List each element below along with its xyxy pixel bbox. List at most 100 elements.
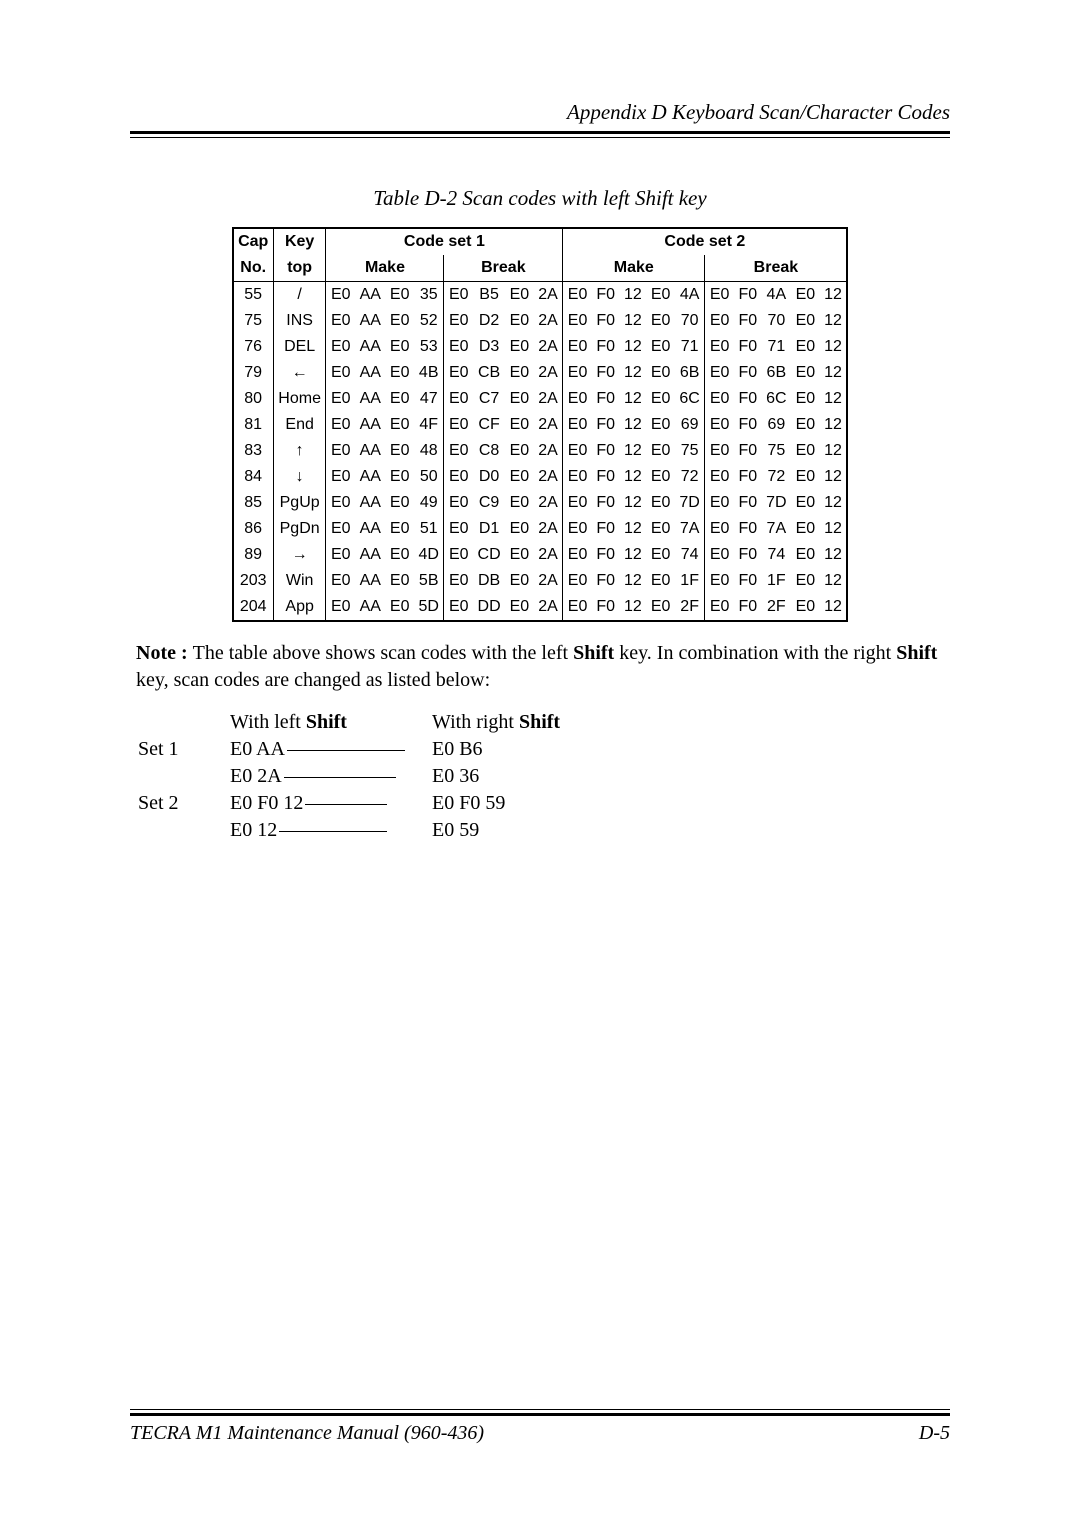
- table-cell: E0: [505, 282, 534, 309]
- table-cell: F0: [734, 542, 762, 568]
- table-cell: AA: [355, 516, 385, 542]
- table-cell: 4A: [762, 282, 791, 309]
- table-cell: E0: [326, 308, 355, 334]
- shift-set-label: [138, 764, 228, 789]
- table-cell: 35: [414, 282, 444, 309]
- table-cell: F0: [592, 282, 620, 309]
- table-cell: 51: [414, 516, 444, 542]
- table-cell: 2A: [534, 516, 563, 542]
- table-cell: 12: [620, 438, 647, 464]
- table-cell: 12: [820, 308, 848, 334]
- table-cell: 2A: [534, 594, 563, 621]
- table-cell: E0: [791, 412, 820, 438]
- table-cell: 69: [675, 412, 705, 438]
- table-cell: E0: [326, 282, 355, 309]
- table-cell: E0: [646, 386, 675, 412]
- table-cell: B5: [473, 282, 505, 309]
- table-cell: F0: [592, 594, 620, 621]
- shift-comparison-table: With left Shift With right Shift Set 1E0…: [136, 708, 568, 845]
- table-cell: →: [273, 542, 326, 568]
- table-cell: 12: [820, 568, 848, 594]
- shift-left-code: E0 F0 12: [230, 791, 430, 816]
- footer-left: TECRA M1 Maintenance Manual (960-436): [130, 1422, 484, 1445]
- table-cell: E0: [385, 594, 414, 621]
- note-label: Note :: [136, 642, 193, 664]
- table-cell: E0: [646, 360, 675, 386]
- table-cell: INS: [273, 308, 326, 334]
- table-cell: 72: [762, 464, 791, 490]
- table-cell: E0: [326, 568, 355, 594]
- table-cell: AA: [355, 568, 385, 594]
- table-cell: E0: [705, 490, 734, 516]
- note-text-2: key. In combination with the right: [614, 642, 896, 664]
- table-cell: AA: [355, 412, 385, 438]
- appendix-title: Appendix D Keyboard Scan/Character Codes: [130, 100, 950, 125]
- table-cell: 5D: [414, 594, 444, 621]
- table-cell: E0: [385, 360, 414, 386]
- table-cell: 79: [233, 360, 274, 386]
- table-cell: 4F: [414, 412, 444, 438]
- table-cell: F0: [734, 516, 762, 542]
- table-cell: E0: [705, 438, 734, 464]
- shift-set-label: [138, 818, 228, 843]
- table-cell: 5B: [414, 568, 444, 594]
- table-cell: 12: [620, 568, 647, 594]
- table-cell: D0: [473, 464, 505, 490]
- table-cell: 2F: [762, 594, 791, 621]
- table-cell: E0: [444, 568, 473, 594]
- table-cell: 12: [620, 464, 647, 490]
- table-cell: 52: [414, 308, 444, 334]
- table-cell: F0: [734, 308, 762, 334]
- table-cell: 89: [233, 542, 274, 568]
- note-text-3: key, scan codes are changed as listed be…: [136, 669, 490, 691]
- table-cell: E0: [385, 334, 414, 360]
- table-cell: E0: [563, 568, 592, 594]
- table-cell: E0: [563, 386, 592, 412]
- table-cell: 47: [414, 386, 444, 412]
- table-cell: E0: [705, 360, 734, 386]
- table-cell: 75: [675, 438, 705, 464]
- table-cell: 2A: [534, 412, 563, 438]
- note-text-1: The table above shows scan codes with th…: [193, 642, 573, 664]
- shift-col-right-header: With right Shift: [432, 710, 566, 735]
- table-cell: E0: [563, 542, 592, 568]
- table-cell: E0: [646, 490, 675, 516]
- note-shift-1: Shift: [573, 642, 614, 664]
- table-cell: E0: [444, 282, 473, 309]
- table-cell: 2A: [534, 542, 563, 568]
- table-cell: E0: [705, 542, 734, 568]
- table-cell: E0: [791, 334, 820, 360]
- note-paragraph: Note : The table above shows scan codes …: [136, 640, 944, 694]
- table-cell: E0: [563, 490, 592, 516]
- table-cell: 70: [675, 308, 705, 334]
- th-key: Key: [273, 228, 326, 255]
- table-cell: E0: [791, 568, 820, 594]
- table-cell: ↓: [273, 464, 326, 490]
- table-cell: E0: [791, 464, 820, 490]
- table-cell: E0: [385, 282, 414, 309]
- table-cell: 69: [762, 412, 791, 438]
- table-cell: 75: [762, 438, 791, 464]
- shift-col-left-header: With left Shift: [230, 710, 430, 735]
- table-cell: E0: [791, 386, 820, 412]
- table-cell: E0: [791, 516, 820, 542]
- table-cell: 1F: [675, 568, 705, 594]
- table-cell: E0: [563, 516, 592, 542]
- table-cell: E0: [444, 594, 473, 621]
- table-cell: App: [273, 594, 326, 621]
- table-cell: F0: [734, 438, 762, 464]
- table-cell: DD: [473, 594, 505, 621]
- table-cell: 12: [620, 308, 647, 334]
- table-cell: C7: [473, 386, 505, 412]
- table-cell: 12: [820, 334, 848, 360]
- table-cell: 4D: [414, 542, 444, 568]
- table-cell: E0: [646, 516, 675, 542]
- table-cell: AA: [355, 490, 385, 516]
- table-cell: E0: [444, 386, 473, 412]
- table-cell: 2A: [534, 464, 563, 490]
- table-cell: 12: [820, 386, 848, 412]
- table-cell: F0: [592, 386, 620, 412]
- table-cell: 12: [820, 282, 848, 309]
- table-cell: 4B: [414, 360, 444, 386]
- th-s2-make: Make: [563, 255, 705, 282]
